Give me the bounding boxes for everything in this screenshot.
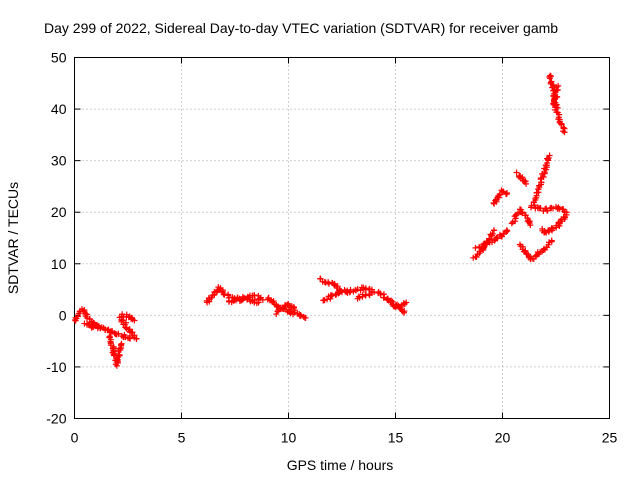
data-point [525,219,532,226]
data-point [297,313,304,320]
data-points [71,72,570,369]
data-point [326,280,333,287]
x-tick-label: 20 [495,430,511,446]
data-point [291,307,298,314]
data-point [503,227,510,234]
data-point [225,291,232,298]
data-point [563,211,570,218]
data-point [74,313,81,320]
data-point [551,92,558,99]
x-tick-label: 10 [281,430,297,446]
data-point [492,197,499,204]
y-tick-label: 30 [51,153,67,169]
data-point [546,75,553,82]
x-tick-label: 15 [388,430,404,446]
grid-lines [74,57,610,419]
y-tick-label: 40 [51,101,67,117]
data-point [533,189,540,196]
data-point [104,327,111,334]
data-point [544,156,551,163]
data-point [115,330,122,337]
data-point [546,152,553,159]
data-point [384,296,391,303]
data-point [81,307,88,314]
data-point [131,317,138,324]
data-point [561,129,568,136]
data-point [302,314,309,321]
data-point [116,351,123,358]
data-point [537,205,544,212]
data-point [513,169,520,176]
data-point [493,234,500,241]
chart-title: Day 299 of 2022, Sidereal Day-to-day VTE… [44,20,558,36]
data-point [380,294,387,301]
data-point [362,285,369,292]
data-point [537,175,544,182]
y-tick-label: -10 [46,359,66,375]
data-point [339,289,345,296]
data-point [494,235,501,242]
y-axis-label: SDTVAR / TECUs [5,182,21,294]
data-point [118,340,125,347]
data-point [237,296,244,303]
data-point [133,335,140,342]
data-point [490,227,497,234]
data-point [357,287,364,294]
data-point [503,191,510,198]
data-point [523,180,530,187]
y-tick-label: -20 [46,411,66,427]
data-point [519,209,526,216]
data-point [548,237,555,244]
data-point [489,230,496,237]
y-tick-label: 10 [51,256,67,272]
data-point [531,202,538,209]
data-point [111,352,118,359]
data-point [356,294,363,301]
y-tick-label: 0 [59,307,67,323]
y-tick-label: 20 [51,204,67,220]
data-point [508,220,515,227]
x-tick-label: 5 [178,430,186,446]
data-point [83,314,90,321]
data-point [354,286,361,293]
data-point [213,288,220,295]
y-tick-label: 50 [51,50,67,66]
x-tick-label: 25 [602,430,618,446]
x-axis-label: GPS time / hours [287,457,394,473]
data-point [122,324,129,331]
data-point [549,225,556,232]
data-point [273,311,280,318]
data-point [336,289,343,296]
data-point [401,300,408,307]
data-point [529,255,536,262]
data-point [558,121,565,128]
data-point [401,309,408,316]
plot-frame [74,57,610,419]
data-point [551,96,558,103]
data-point [270,298,277,305]
data-point [251,292,258,299]
axis-ticks: 0 5 10 15 20 25 -20 -10 0 10 20 30 40 50 [46,50,617,446]
data-point [541,165,548,172]
data-point [555,82,562,89]
data-point [403,299,410,306]
x-tick-label: 0 [71,430,79,446]
data-point [479,244,486,251]
data-point [550,81,557,88]
data-point [527,222,534,229]
data-point [317,275,324,282]
